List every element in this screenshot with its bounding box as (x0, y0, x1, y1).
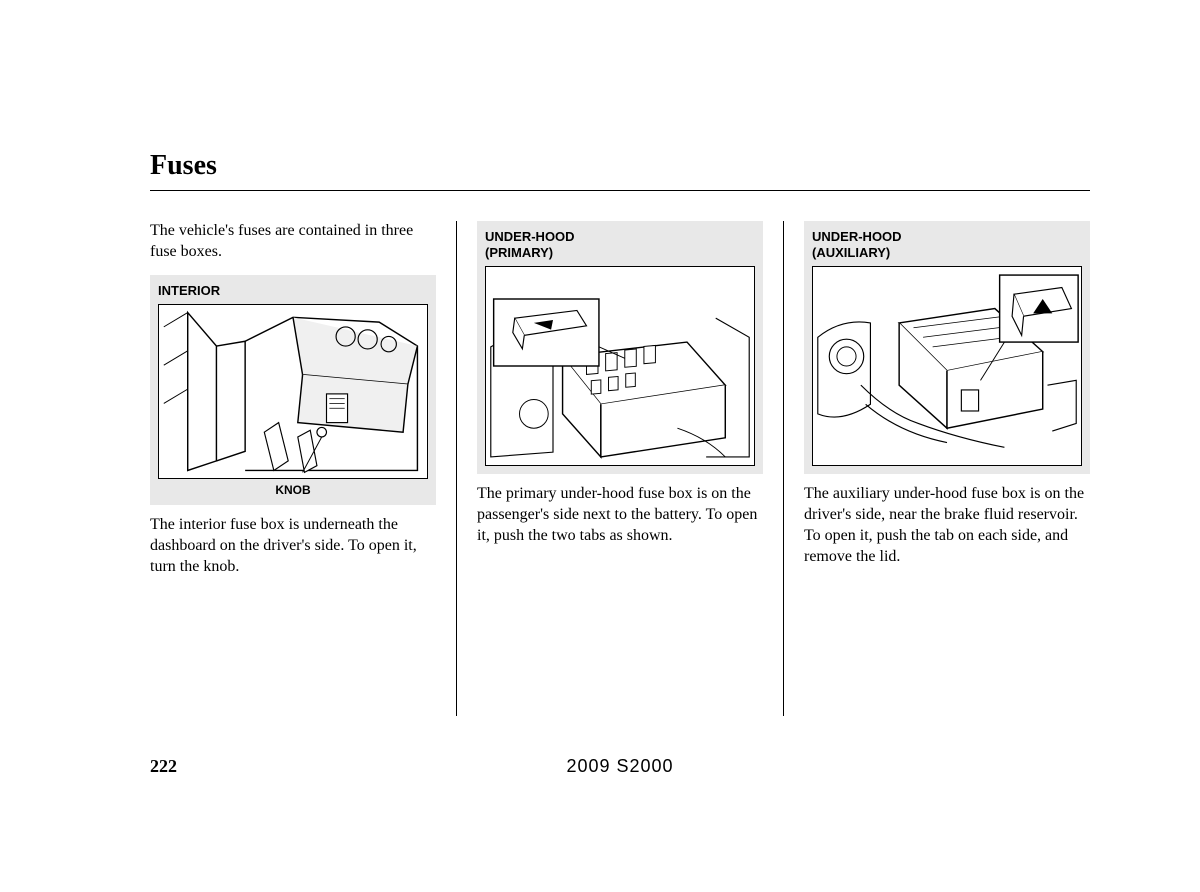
caption-interior: The interior fuse box is underneath the … (150, 515, 436, 577)
column-divider-2 (783, 221, 784, 716)
illustration-primary (485, 266, 755, 466)
page-title: Fuses (150, 150, 1090, 182)
columns-container: The vehicle's fuses are contained in thr… (150, 221, 1090, 716)
page-footer: 222 2009 S2000 (150, 756, 1090, 777)
column-primary: UNDER-HOOD (PRIMARY) (462, 221, 778, 716)
figure-label-interior: INTERIOR (158, 283, 428, 299)
page-number: 222 (150, 756, 177, 777)
column-interior: The vehicle's fuses are contained in thr… (150, 221, 451, 716)
footer-model: 2009 S2000 (566, 756, 673, 777)
manual-page: Fuses The vehicle's fuses are contained … (0, 0, 1200, 892)
caption-auxiliary: The auxiliary under-hood fuse box is on … (804, 484, 1090, 567)
illustration-auxiliary (812, 266, 1082, 466)
figure-label-primary: UNDER-HOOD (PRIMARY) (485, 229, 755, 260)
callout-knob: KNOB (158, 483, 428, 497)
figure-primary: UNDER-HOOD (PRIMARY) (477, 221, 763, 474)
figure-auxiliary: UNDER-HOOD (AUXILIARY) (804, 221, 1090, 474)
column-divider-1 (456, 221, 457, 716)
figure-interior: INTERIOR (150, 275, 436, 506)
intro-text: The vehicle's fuses are contained in thr… (150, 221, 436, 263)
caption-primary: The primary under-hood fuse box is on th… (477, 484, 763, 546)
column-auxiliary: UNDER-HOOD (AUXILIARY) (789, 221, 1090, 716)
figure-label-auxiliary: UNDER-HOOD (AUXILIARY) (812, 229, 1082, 260)
illustration-interior (158, 304, 428, 479)
title-rule (150, 190, 1090, 191)
